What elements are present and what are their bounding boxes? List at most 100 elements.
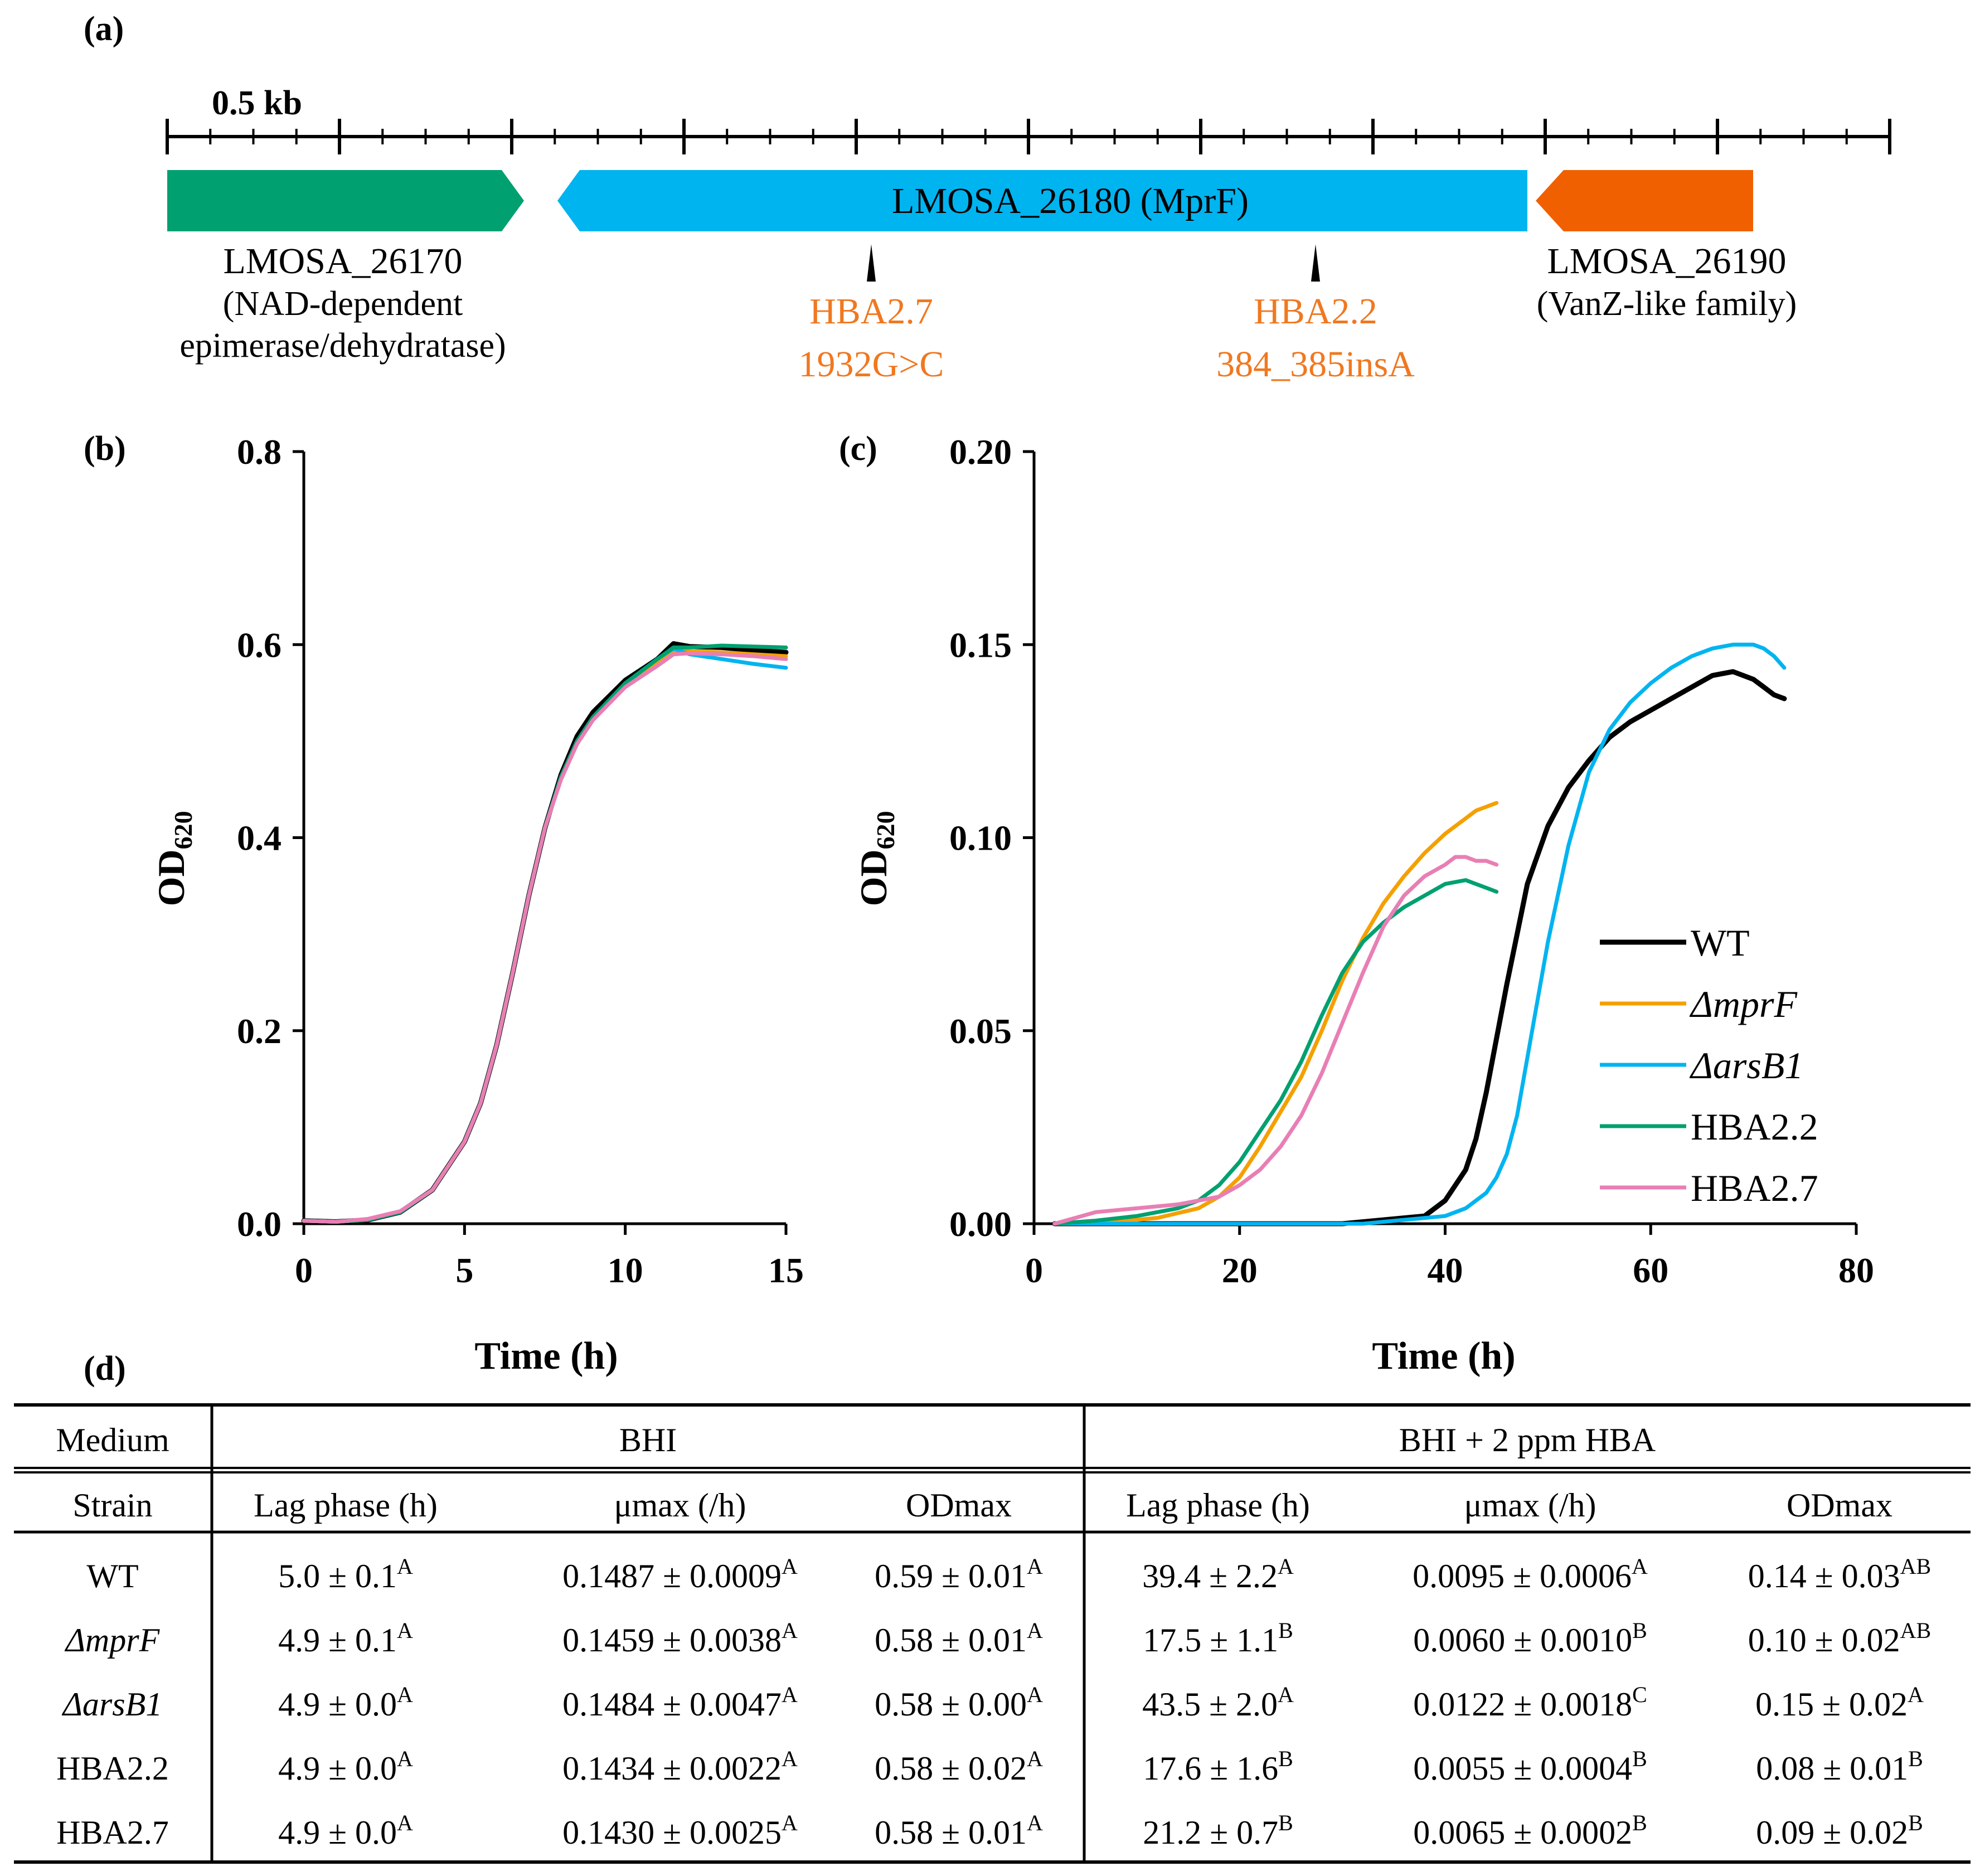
table-cell-superscript: A: [1632, 1554, 1648, 1579]
panel-label-c: (c): [839, 430, 877, 468]
table-cell-superscript: A: [397, 1682, 413, 1707]
table-cell-superscript: B: [1632, 1618, 1647, 1643]
x-tick-label: 80: [1838, 1250, 1874, 1290]
table-cell-value: 4.9 ± 0.0: [278, 1750, 397, 1787]
table-cell-superscript: B: [1632, 1810, 1647, 1835]
gene-label-lmosa-26180: LMOSA_26180 (MprF): [892, 181, 1249, 221]
table-cell: 17.6 ± 1.6B: [1143, 1746, 1293, 1787]
table-cell: 4.9 ± 0.0A: [278, 1810, 413, 1851]
chart-c-ylabel-main: OD: [852, 850, 895, 907]
table-cell-superscript: A: [782, 1810, 798, 1835]
table-row: HBA2.7 4.9 ± 0.0A 0.1430 ± 0.0025A 0.58 ± 0…: [56, 1810, 1923, 1851]
table-cell: 0.58 ± 0.01A: [875, 1618, 1043, 1659]
y-tick-label: 0.05: [949, 1011, 1012, 1051]
chart-c-ylabel-text: OD620: [852, 811, 900, 907]
y-tick-label: 0.0: [237, 1204, 282, 1244]
series-line-mprf: [302, 648, 788, 1224]
x-tick-label: 10: [608, 1250, 643, 1290]
table-row: HBA2.2 4.9 ± 0.0A 0.1434 ± 0.0022A 0.58 ± 0…: [56, 1746, 1923, 1787]
table-cell-superscript: A: [397, 1618, 413, 1643]
table-cell-superscript: B: [1278, 1618, 1293, 1643]
table-cell-superscript: A: [397, 1746, 413, 1771]
table-cell-value: 0.14 ± 0.03: [1748, 1558, 1900, 1594]
table-cell-value: 4.9 ± 0.0: [278, 1686, 397, 1723]
table-cell: 0.1484 ± 0.0047A: [562, 1682, 798, 1723]
table-cell: 0.58 ± 0.01A: [875, 1810, 1043, 1851]
table-cell-value: 0.1430 ± 0.0025: [562, 1814, 782, 1851]
table-column-header: μmax (/h): [614, 1487, 746, 1524]
table-cell-superscript: A: [1278, 1682, 1294, 1707]
table-cell-value: 0.59 ± 0.01: [875, 1558, 1027, 1594]
table-cell-value: 0.58 ± 0.01: [875, 1622, 1027, 1659]
table-cell-superscript: AB: [1900, 1618, 1932, 1643]
table-row: ΔarsB1 4.9 ± 0.0A 0.1484 ± 0.0047A 0.58 ± 0…: [62, 1682, 1924, 1723]
table-cell: 4.9 ± 0.0A: [278, 1746, 413, 1787]
series-line-hba2-2: [302, 643, 788, 1224]
table-cell: 0.0122 ± 0.0018C: [1413, 1682, 1647, 1723]
table-cell-superscript: A: [1027, 1554, 1043, 1579]
chart-c-xlabel: Time (h): [1372, 1335, 1515, 1378]
table-column-header: ODmax: [1787, 1487, 1892, 1524]
table-column-header: ODmax: [906, 1487, 1012, 1524]
table-cell: 5.0 ± 0.1A: [278, 1554, 413, 1594]
table-cell: 0.0065 ± 0.0002B: [1413, 1810, 1647, 1851]
table-cell-value: 0.08 ± 0.01: [1756, 1750, 1908, 1787]
series-line-hba2-7: [302, 651, 788, 1224]
x-tick-label: 15: [768, 1250, 804, 1290]
gene-desc-lmosa-26170-line2: epimerase/dehydratase): [179, 327, 506, 365]
mutation-strain-hba27: HBA2.7: [809, 291, 933, 332]
gene-label-lmosa-26170: LMOSA_26170: [223, 241, 462, 282]
gene-arrow-lmosa-26170: [167, 170, 524, 231]
legend-label-arsb1: ΔarsB1: [1689, 1044, 1803, 1087]
gene-arrow-lmosa-26180: [557, 170, 1527, 231]
series-line-mprf: [1052, 801, 1499, 1226]
table-medium-bhi: BHI: [619, 1422, 677, 1458]
table-cell: 0.1434 ± 0.0022A: [562, 1746, 798, 1787]
table-cell-value: 0.0095 ± 0.0006: [1413, 1558, 1632, 1594]
table-cell-value: 0.1487 ± 0.0009: [562, 1558, 782, 1594]
table-column-header: μmax (/h): [1464, 1487, 1596, 1524]
table-cell-superscript: A: [782, 1682, 798, 1707]
table-cell-value: 0.0122 ± 0.0018: [1413, 1686, 1632, 1723]
y-tick-label: 0.10: [949, 818, 1012, 858]
chart-b-ylabel-sub: 620: [169, 811, 197, 850]
x-tick-label: 60: [1633, 1250, 1668, 1290]
series-line-arsb1: [1052, 642, 1787, 1226]
table-cell: 0.0095 ± 0.0006A: [1413, 1554, 1648, 1594]
chart-b-ylabel: OD620: [150, 811, 197, 907]
x-tick-label: 5: [455, 1250, 473, 1290]
table-cell-superscript: B: [1908, 1746, 1923, 1771]
table-cell-value: 0.58 ± 0.01: [875, 1814, 1027, 1851]
table-cell-superscript: AB: [1900, 1554, 1932, 1579]
legend-label-wt: WT: [1691, 922, 1750, 964]
table-cell-value: 17.6 ± 1.6: [1143, 1750, 1278, 1787]
scale-label: 0.5 kb: [212, 84, 302, 122]
y-tick-label: 0.15: [949, 625, 1012, 665]
x-tick-label: 20: [1222, 1250, 1258, 1290]
table-cell-superscript: A: [1027, 1810, 1043, 1835]
y-tick-label: 0.6: [237, 625, 282, 665]
mutation-change-hba27: 1932G>C: [799, 344, 944, 385]
table-cell: 0.59 ± 0.01A: [875, 1554, 1043, 1594]
panel-label-a: (a): [84, 10, 124, 48]
table-cell-superscript: A: [782, 1746, 798, 1771]
chart-b-ylabel-main: OD: [150, 850, 192, 907]
panel-d: (d) Medium BHI BHI + 2 ppm HBA Strain Lag ph…: [14, 1350, 1971, 1864]
panel-label-d: (d): [84, 1350, 126, 1388]
table-cell-value: 0.0065 ± 0.0002: [1413, 1814, 1632, 1851]
growth-parameters-table: Medium BHI BHI + 2 ppm HBA Strain Lag phase …: [14, 1403, 1971, 1864]
table-cell: 4.9 ± 0.1A: [278, 1618, 413, 1659]
table-row: WT 5.0 ± 0.1A 0.1487 ± 0.0009A 0.59 ± 0.01A…: [86, 1554, 1931, 1594]
table-cell-value: 0.10 ± 0.02: [1748, 1622, 1900, 1659]
table-cell-superscript: B: [1278, 1746, 1293, 1771]
x-tick-label: 0: [1025, 1250, 1043, 1290]
chart-b-xlabel: Time (h): [474, 1335, 618, 1378]
table-cell-value: 0.09 ± 0.02: [1756, 1814, 1908, 1851]
table-cell: 0.58 ± 0.02A: [875, 1746, 1043, 1787]
chart-c-legend: WT ΔmprF ΔarsB1 HBA2.2 HBA2.7: [1600, 922, 1818, 1209]
table-cell-superscript: B: [1908, 1810, 1923, 1835]
gene-desc-lmosa-26190: (VanZ-like family): [1537, 285, 1797, 323]
table-cell: 0.0060 ± 0.0010B: [1413, 1618, 1647, 1659]
table-cell-superscript: A: [782, 1618, 798, 1643]
